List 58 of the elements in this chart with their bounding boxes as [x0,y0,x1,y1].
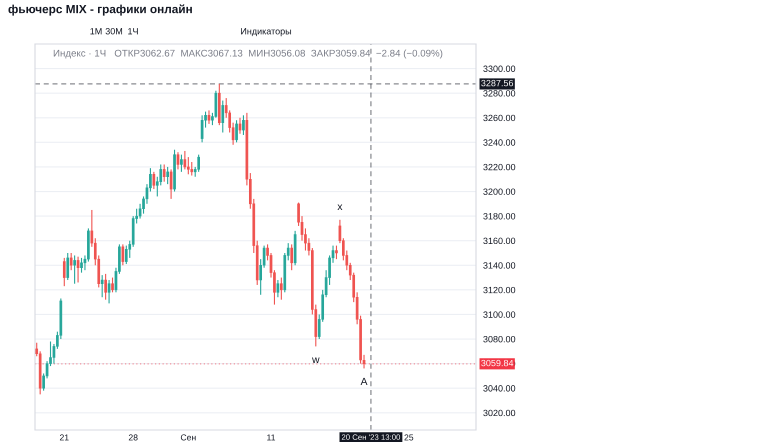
candlestick [152,171,156,190]
candlestick [122,244,124,266]
candlestick [235,120,238,143]
candlestick [221,100,224,134]
text: 1Ч [128,28,138,34]
x-tick-label: 25 [404,434,414,440]
candlestick [238,117,242,134]
x-tick-label: 11 [267,434,276,440]
candlestick [170,168,172,200]
candlestick [100,274,104,298]
candlestick [242,114,245,136]
y-tick-label: 3100.00 [483,311,516,318]
candlestick [108,279,110,304]
candlestick [62,257,66,287]
y-tick-label: 3020.00 [483,410,516,416]
candlestick [73,254,76,284]
text: Индекс · 1Ч ОТКР3062.67 МАКС3067.13 МИН3056.08 ЗАКР3059.84 −2.84 (−0.09%) [54,49,442,59]
y-tick-label: 3160.00 [483,238,516,244]
candlestick [190,161,194,176]
y-tick-label: 3300.00 [483,66,516,72]
y-tick-label: 3180.00 [483,213,516,220]
candlestick [166,166,169,185]
candlestick [280,277,283,300]
candlestick [180,154,183,172]
candlestick [80,257,83,274]
y-tick-label: 3140.00 [483,262,516,269]
candlestick [276,279,280,298]
text: 1M [90,28,102,34]
candlestick [70,252,73,271]
y-tick-label: 3040.00 [483,385,516,392]
candlestick [104,273,107,300]
text: 30M [106,28,122,34]
candlestick [335,245,338,260]
annotation: w [312,357,320,363]
candlestick [208,110,210,124]
candlestick [111,277,114,293]
chart-title: фьючерс MIX - графики онлайн [8,4,192,16]
candlestick [76,256,80,284]
text: Индикаторы [241,28,292,36]
y-tick-label: 3080.00 [483,336,516,342]
candlestick [290,244,294,271]
annotation: x [337,204,342,210]
candlestick [162,164,166,182]
y-tick-label: 3200.00 [483,188,516,195]
candlestick [66,252,70,281]
ref-line-label: 3059.84 [481,360,514,366]
x-tick-label: 28 [128,434,138,440]
candlestick [176,152,180,170]
x-tick-label: Сен [180,434,196,440]
y-tick-label: 3240.00 [483,139,516,146]
y-tick-label: 3260.00 [483,114,516,122]
ref-line-label: 3287.56 [481,80,514,86]
y-tick-label: 3280.00 [483,90,516,97]
y-tick-label: 3220.00 [483,164,516,170]
y-tick-label: 3120.00 [483,286,516,294]
candlestick [200,114,204,143]
annotation: A [360,378,368,386]
x-tick-label: 21 [60,434,69,440]
